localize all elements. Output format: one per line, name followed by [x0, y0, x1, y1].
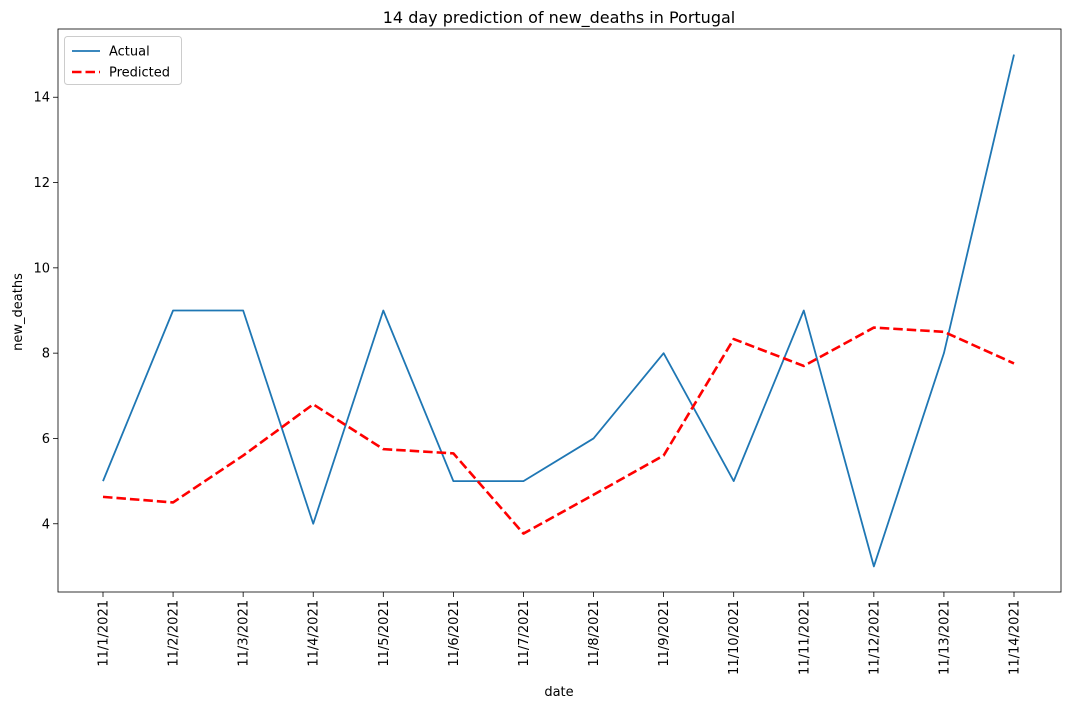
y-tick-label: 6	[42, 432, 50, 447]
x-tick-label: 11/6/2021	[447, 600, 462, 667]
y-tick-label: 10	[33, 261, 50, 276]
chart-title: 14 day prediction of new_deaths in Portu…	[383, 8, 735, 28]
ticks-layer: 4 6 8 10 12 14 11/1/2021 11/2/2021 11/3/2021 11/4…	[33, 91, 1022, 675]
x-tick-label: 11/13/2021	[937, 600, 952, 675]
series-layer	[102, 54, 1015, 568]
x-tick-label: 11/10/2021	[727, 600, 742, 675]
x-tick-label: 11/11/2021	[797, 600, 812, 675]
y-tick-label: 4	[42, 517, 50, 532]
y-axis-label: new_deaths	[11, 273, 26, 351]
x-tick-label: 11/9/2021	[657, 600, 672, 667]
legend-label-actual: Actual	[109, 45, 150, 60]
plot-frame	[57, 28, 1062, 593]
x-tick-label: 11/12/2021	[867, 600, 882, 675]
y-tick-label: 14	[33, 91, 50, 106]
x-tick-label: 11/14/2021	[1008, 600, 1023, 675]
x-tick-label: 11/7/2021	[517, 600, 532, 667]
x-axis-label: date	[544, 685, 573, 700]
legend-label-predicted: Predicted	[109, 66, 170, 81]
x-tick-label: 11/5/2021	[377, 600, 392, 667]
series-line-actual	[102, 54, 1015, 568]
series-line-predicted	[102, 326, 1015, 535]
x-tick-label: 11/4/2021	[307, 600, 322, 667]
legend: Actual Predicted	[64, 36, 182, 85]
y-tick-label: 12	[33, 176, 50, 191]
y-tick-label: 8	[42, 347, 50, 362]
x-tick-label: 11/3/2021	[237, 600, 252, 667]
x-tick-label: 11/2/2021	[167, 600, 182, 667]
x-tick-label: 11/1/2021	[97, 600, 112, 667]
x-tick-label: 11/8/2021	[587, 600, 602, 667]
